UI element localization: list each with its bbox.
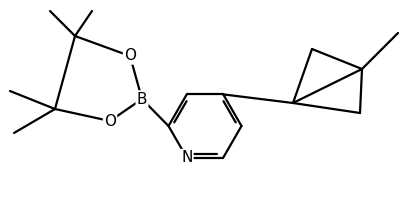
- Text: O: O: [124, 48, 136, 63]
- Text: B: B: [137, 91, 147, 107]
- Text: O: O: [104, 114, 116, 128]
- Text: N: N: [181, 150, 192, 165]
